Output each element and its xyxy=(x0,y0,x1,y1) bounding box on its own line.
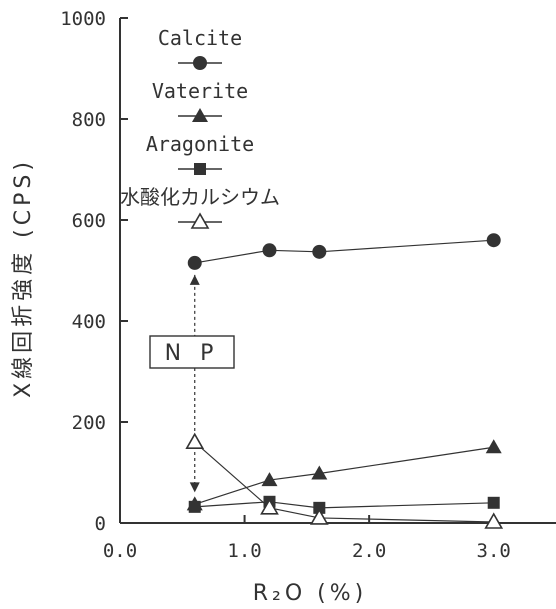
series-line xyxy=(194,441,494,523)
data-point xyxy=(487,496,500,509)
legend-label: 水酸化カルシウム xyxy=(120,185,280,209)
data-point xyxy=(188,500,201,513)
data-point xyxy=(485,439,502,454)
x-tick-label: 3.0 xyxy=(477,540,511,562)
data-point xyxy=(484,512,504,529)
series-1 xyxy=(186,439,502,511)
np-box xyxy=(149,335,235,369)
x-tick-label: 0.0 xyxy=(103,540,137,562)
y-tick-label: 600 xyxy=(72,210,106,232)
legend-label: Vaterite xyxy=(152,79,248,103)
legend: Calcite Vaterite Aragonite 水酸化カルシウム xyxy=(120,26,280,229)
legend-marker xyxy=(190,212,210,229)
legend-marker xyxy=(194,163,206,175)
np-arrowhead-down xyxy=(189,482,200,493)
data-point xyxy=(312,244,327,259)
series-0 xyxy=(187,233,501,270)
y-tick-label: 1000 xyxy=(60,8,106,30)
series-line xyxy=(194,239,494,264)
legend-marker xyxy=(192,108,208,122)
series-group xyxy=(185,233,504,529)
axes xyxy=(119,18,556,524)
y-tick-label: 800 xyxy=(72,109,106,131)
y-tick-label: 200 xyxy=(72,412,106,434)
data-point xyxy=(262,243,277,258)
legend-label: Aragonite xyxy=(146,132,254,156)
data-point xyxy=(187,255,202,270)
data-point xyxy=(185,432,205,450)
np-label: N P xyxy=(165,341,220,366)
x-tick-label: 1.0 xyxy=(227,540,261,562)
y-axis-label: X線回折強度 (CPS) xyxy=(11,158,36,398)
data-point xyxy=(260,498,279,515)
legend-label: Calcite xyxy=(158,26,242,50)
series-line xyxy=(194,501,494,509)
series-2 xyxy=(188,495,500,514)
y-tick-label: 0 xyxy=(95,513,106,535)
series-line xyxy=(194,446,494,505)
annotation-group: N P xyxy=(149,274,235,493)
series-3 xyxy=(185,432,504,529)
data-point xyxy=(261,472,278,487)
data-point xyxy=(486,233,501,248)
x-tick-label: 2.0 xyxy=(352,540,386,562)
data-point xyxy=(309,508,329,525)
np-arrowhead-up xyxy=(189,274,200,285)
data-point xyxy=(313,501,326,514)
tick-group: 0 200 400 600 800 1000 0.0 1.0 2.0 3.0 xyxy=(60,8,511,562)
x-axis-label: R₂O (%) xyxy=(253,581,368,606)
y-tick-label: 400 xyxy=(72,311,106,333)
legend-marker xyxy=(193,56,207,70)
data-point xyxy=(311,465,328,480)
